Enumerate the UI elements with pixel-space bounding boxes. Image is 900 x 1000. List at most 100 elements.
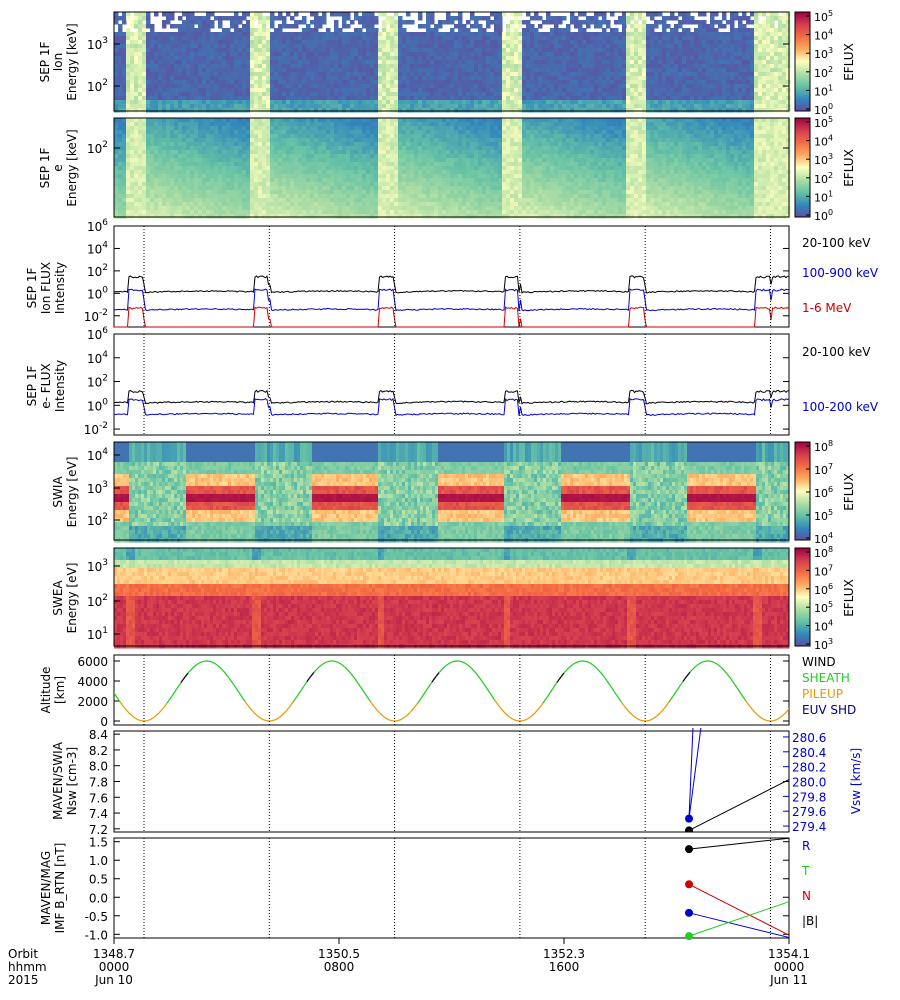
flux-tick: 10-2 [84,308,108,324]
sep-ion-flux-ylabel-1: SEP 1F [25,268,39,309]
imf-tick: 0.0 [89,891,108,905]
swia-moments-ylabel-1: MAVEN/SWIA [51,741,65,820]
time-tick-2-orbit: 1350.5 [318,947,360,961]
velocity-tick: 279.4 [792,820,826,834]
colorbar-tick: 102 [814,65,833,80]
flux-tick: 104 [87,350,108,366]
sep-ion-heatmap [114,12,791,113]
swea-tick-1000: 103 [87,558,108,574]
colorbar-tick: 108 [814,545,833,560]
colorbar-tick: 100 [814,208,833,223]
swia-tick-1000: 103 [87,480,108,496]
imf-tick: -1.0 [85,928,108,942]
sep-electron-ylabel-2: e [51,164,65,171]
colorbar-tick: 105 [814,508,833,523]
imf-ylabel-1: MAVEN/MAG [39,851,53,925]
density-tick: 7.4 [89,807,108,821]
density-tick: 8.2 [89,744,108,758]
imf-ylabel-2: IMF B_RTN [nT] [53,843,67,934]
swia-tick-10000: 104 [87,447,108,463]
swia-moments-ylabel-right: Vsw [km/s] [849,748,863,814]
swea-colorbar-label: EFLUX [842,579,856,617]
colorbar-tick: 101 [814,189,833,204]
sep-ion-colorbar-label: EFLUX [842,43,856,81]
imf-tick: 0.5 [89,873,108,887]
legend-ion-100-900-kev: 100-900 keV [802,266,879,280]
altitude-ylabel-1: Altitude [39,667,53,714]
altitude-tick: 2000 [77,695,108,709]
imf-tick: 1.0 [89,854,108,868]
sep-ion-tick-100: 102 [87,78,108,94]
time-axis: Orbit hhmm 2015 1348.7 0000 Jun 10 1350.… [8,947,810,987]
sep-electron-heatmap [114,118,791,219]
legend-t: T [801,864,810,878]
imf-tick: 1.5 [89,836,108,850]
sep-ion-flux-frame [114,226,789,327]
flux-tick: 102 [87,374,108,390]
sep-ion-panel: 103 102 SEP 1F Ion Energy [keV] 10010110… [38,9,856,117]
sep-ion-ylabel-3: Energy [keV] [65,23,79,100]
velocity-tick: 280.0 [792,776,826,790]
swea-ylabel-2: Energy [eV] [65,563,79,634]
time-tick-1-orbit: 1348.7 [93,947,135,961]
velocity-tick: 280.4 [792,746,826,760]
legend-b-magnitude: |B| [802,914,818,928]
colorbar-tick: 107 [814,563,833,578]
swia-ylabel-1: SWIA [51,476,65,508]
flux-tick: 104 [87,240,108,256]
time-tick-1-hhmm: 0000 [99,960,130,974]
swia-ylabel-2: Energy [eV] [65,457,79,528]
altitude-frame [114,655,789,725]
sep-electron-colorbar-label: EFLUX [842,149,856,187]
swia-moments-panel: 7.27.47.67.88.08.28.4279.4279.6279.8280.… [51,727,863,837]
altitude-tick: 6000 [77,655,108,669]
legend-ion-1-6-mev: 1-6 MeV [802,301,852,315]
swea-tick-10: 101 [87,626,108,642]
time-tick-3-orbit: 1352.3 [543,947,585,961]
legend-sheath: SHEATH [802,671,850,685]
time-axis-row-hhmm: hhmm [8,960,47,974]
sep-electron-ylabel-3: Energy [keV] [65,129,79,206]
sep-electron-tick-100: 102 [87,140,108,156]
colorbar-tick: 105 [814,600,833,615]
sep-electron-ylabel-1: SEP 1F [38,148,52,189]
time-axis-row-orbit: Orbit [8,947,38,961]
altitude-tick: 4000 [77,675,108,689]
swea-ylabel-1: SWEA [51,580,65,616]
time-tick-4-hhmm: 0000 [774,960,805,974]
figure-canvas: 103 102 SEP 1F Ion Energy [keV] 100 101 10… [0,0,900,1000]
imf-point-r [685,909,693,917]
legend-euv-shd: EUV SHD [802,703,856,717]
velocity-point [685,815,693,823]
swia-moments-ylabel-2: Nsw [cm-3] [65,747,79,815]
colorbar-tick: 108 [814,439,833,454]
sep-electron-flux-ylabel-1: SEP 1F [25,366,39,407]
time-tick-1-date: Jun 10 [94,973,133,987]
sep-ion-flux-ylabel-2: Ion FLUX [39,262,53,314]
time-tick-3-hhmm: 1600 [549,960,580,974]
time-axis-row-year: 2015 [8,973,39,987]
legend-pileup: PILEUP [802,687,843,701]
density-tick: 7.6 [89,791,108,805]
flux-tick: 106 [87,218,108,234]
velocity-tick: 279.8 [792,790,826,804]
velocity-tick: 280.6 [792,731,826,745]
colorbar-tick: 106 [814,582,833,597]
sep-ion-flux-ylabel-3: Intensity [53,262,67,314]
flux-tick: 106 [87,326,108,342]
colorbar-tick: 106 [814,485,833,500]
colorbar-tick: 103 [814,637,833,652]
swia-panel: 104 103 102 SWIA Energy [eV] 10410510610… [51,439,856,546]
sep-ion-tick-1000: 103 [87,36,108,52]
sep-ion-ylabel-1: SEP 1F [38,42,52,83]
sep-ion-ylabel-2: Ion [51,53,65,72]
imf-tick: -0.5 [85,910,108,924]
swia-heatmap [114,442,790,543]
colorbar-tick: 107 [814,462,833,477]
legend-ion-20-100-kev: 20-100 keV [802,236,871,250]
density-tick: 8.0 [89,760,108,774]
sep-electron-flux-frame [114,334,789,435]
